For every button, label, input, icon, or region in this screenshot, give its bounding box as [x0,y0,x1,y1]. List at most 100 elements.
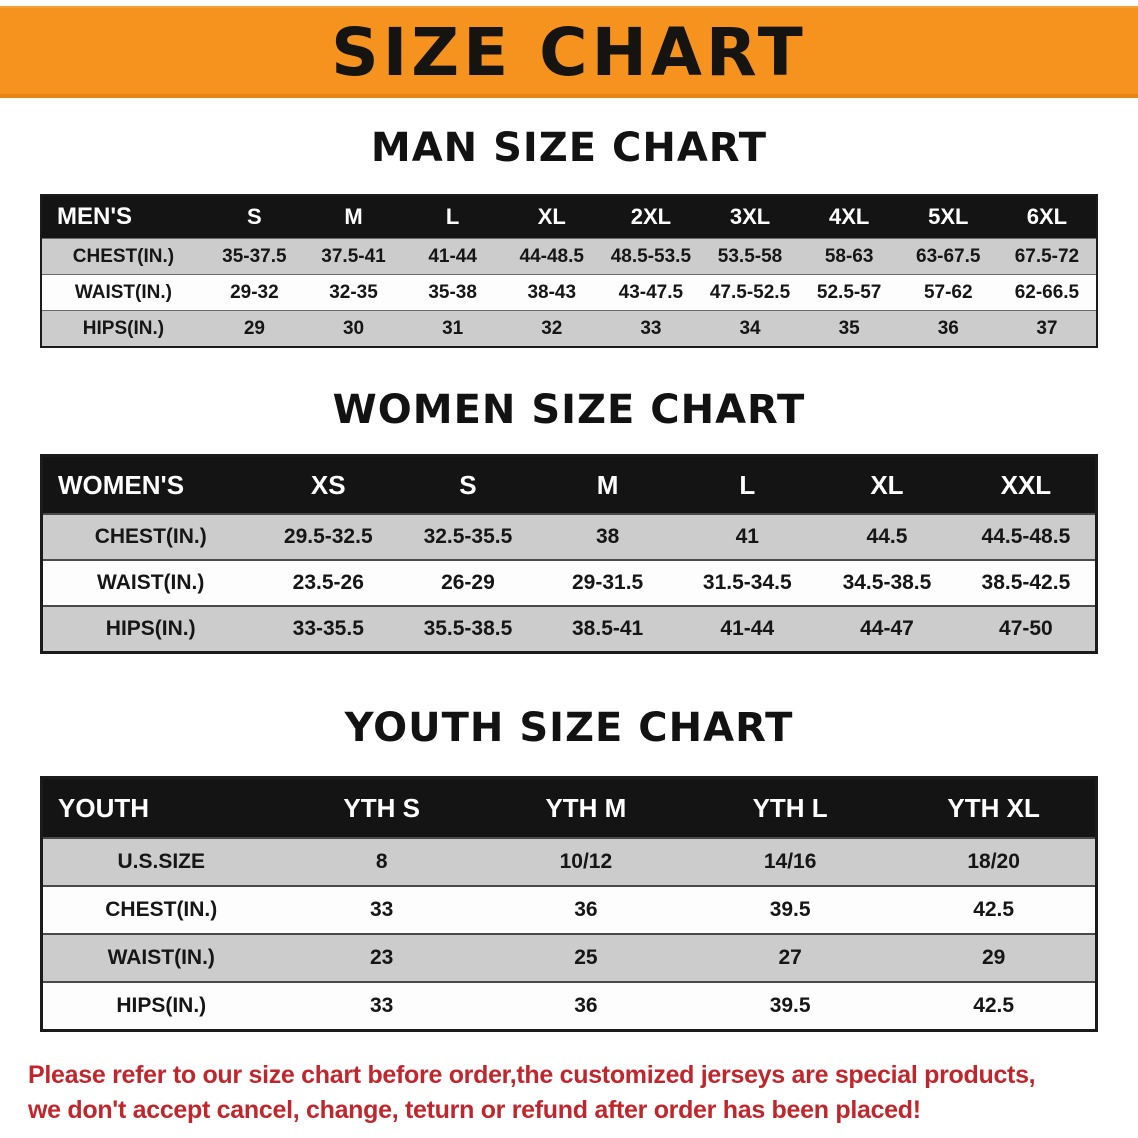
section-youth: YOUTH SIZE CHART YOUTH YTH S YTH M YTH L YTH… [40,706,1098,1032]
women-size-table: WOMEN'S XS S M L XL XXL CHEST(IN.) 29.5-32.5 32.5… [40,454,1098,654]
table-cell: 63-67.5 [916,245,981,267]
table-cell: 57-62 [923,281,973,303]
table-cell: 31 [442,317,464,339]
table-cell: 67.5-72 [1014,245,1080,267]
header-row: MEN'S S M L XL 2XL 3XL 4XL 5XL 6XL [41,195,1097,239]
table-cell: 30 [342,317,365,339]
youth-section-heading: YOUTH SIZE CHART [344,705,794,751]
column-header: L [677,455,818,514]
table-cell: 41-44 [720,617,775,640]
table-cell: 31.5-34.5 [702,571,792,594]
table-row: CHEST(IN.) 35-37.5 37.5-41 41-44 44-48.5 48.5… [41,238,1097,275]
table-row: HIPS(IN.) 33 36 39.5 42.5 [41,982,1097,1031]
row-label: U.S.SIZE [117,850,206,873]
header-row: YOUTH YTH S YTH M YTH L YTH XL [41,777,1097,838]
column-header: S [204,195,304,239]
table-row: HIPS(IN.) 33-35.5 35.5-38.5 38.5-41 41-44 44-… [41,606,1097,653]
footer-line-2: we don't accept cancel, change, teturn o… [28,1096,921,1124]
table-cell: 41-44 [428,245,477,267]
table-row: WAIST(IN.) 23.5-26 26-29 29-31.5 31.5-34.5 34… [41,560,1097,606]
section-men: MAN SIZE CHART MEN'S S M L XL 2XL 3XL 4XL 5XL 6XL… [40,126,1098,348]
table-cell: 23.5-26 [292,571,364,594]
table-cell: 39.5 [769,994,811,1017]
row-label: HIPS(IN.) [116,994,207,1017]
column-header: 6XL [997,195,1097,239]
column-header: YTH XL [892,777,1097,838]
row-label: HIPS(IN.) [105,617,196,640]
table-corner-label: MEN'S [41,195,205,239]
row-label: WAIST(IN.) [97,571,205,594]
table-cell: 29-32 [230,281,279,303]
row-label: WAIST(IN.) [107,946,215,969]
row-label: CHEST(IN.) [94,525,207,548]
table-cell: 37 [1036,317,1058,339]
women-section-heading: WOMEN SIZE CHART [332,387,806,433]
column-header: 2XL [601,195,701,239]
table-cell: 47.5-52.5 [709,281,791,303]
table-cell: 26-29 [441,571,495,594]
table-cell: 38.5-42.5 [981,571,1071,594]
table-row: WAIST(IN.) 23 25 27 29 [41,934,1097,982]
table-cell: 35-37.5 [222,245,287,267]
column-header: YTH S [279,777,484,838]
column-header: XL [817,455,957,514]
table-cell: 33 [369,994,394,1017]
banner: SIZE CHART [0,6,1138,98]
table-cell: 29 [243,317,265,339]
table-cell: 41 [735,525,759,548]
men-size-table: MEN'S S M L XL 2XL 3XL 4XL 5XL 6XL CHEST(IN.) 35-37… [40,194,1098,348]
table-cell: 35 [838,317,860,339]
row-label: CHEST(IN.) [105,898,218,921]
table-cell: 52.5-57 [816,281,882,303]
column-header: M [303,195,404,239]
table-cell: 18/20 [967,850,1020,873]
table-corner-label: WOMEN'S [41,455,259,514]
table-cell: 27 [778,946,802,969]
table-cell: 32 [541,317,563,339]
table-cell: 29-31.5 [572,571,644,594]
table-cell: 35-38 [428,281,477,303]
table-cell: 44.5-48.5 [981,525,1071,548]
table-cell: 23 [369,946,394,969]
table-row: CHEST(IN.) 33 36 39.5 42.5 [41,886,1097,934]
header-row: WOMEN'S XS S M L XL XXL [41,455,1097,514]
table-cell: 47-50 [999,617,1053,640]
men-section-heading: MAN SIZE CHART [370,125,768,171]
table-cell: 25 [574,946,598,969]
table-cell: 10/12 [559,850,613,873]
content: MAN SIZE CHART MEN'S S M L XL 2XL 3XL 4XL 5XL 6XL… [40,126,1098,1032]
size-chart-page: SIZE CHART MAN SIZE CHART MEN'S S M L XL 2XL 3… [0,6,1138,1128]
table-cell: 42.5 [973,994,1015,1017]
page-title: SIZE CHART [331,13,807,91]
table-cell: 62-66.5 [1014,281,1080,303]
table-cell: 33 [369,898,394,921]
table-cell: 36 [574,994,598,1017]
row-label: WAIST(IN.) [74,281,172,303]
table-cell: 32-35 [329,281,378,303]
section-women: WOMEN SIZE CHART WOMEN'S XS S M L XL XXL CHEST(… [40,388,1098,654]
table-cell: 44.5 [866,525,908,548]
table-cell: 42.5 [973,898,1015,921]
table-cell: 53.5-58 [717,245,783,267]
table-cell: 44-47 [860,617,914,640]
table-cell: 38.5-41 [572,617,644,640]
table-cell: 38 [595,525,620,548]
footer-line-1: Please refer to our size chart before or… [28,1061,1036,1089]
table-corner-label: YOUTH [41,777,280,838]
table-row: WAIST(IN.) 29-32 32-35 35-38 38-43 43-47.5 47.… [41,274,1097,311]
table-cell: 43-47.5 [618,281,684,303]
youth-size-table: YOUTH YTH S YTH M YTH L YTH XL U.S.SIZE 8 10/12… [40,776,1098,1032]
table-cell: 58-63 [824,245,874,267]
table-cell: 34.5-38.5 [842,571,932,594]
table-cell: 36 [574,898,598,921]
column-header: L [403,195,503,239]
table-cell: 36 [937,317,959,339]
table-cell: 39.5 [769,898,811,921]
column-header: XXL [956,455,1097,514]
table-cell: 32.5-35.5 [423,525,513,548]
table-row: U.S.SIZE 8 10/12 14/16 18/20 [41,838,1097,886]
table-cell: 37.5-41 [321,245,386,267]
table-cell: 29.5-32.5 [283,525,373,548]
table-cell: 48.5-53.5 [610,245,692,267]
column-header: S [398,455,538,514]
